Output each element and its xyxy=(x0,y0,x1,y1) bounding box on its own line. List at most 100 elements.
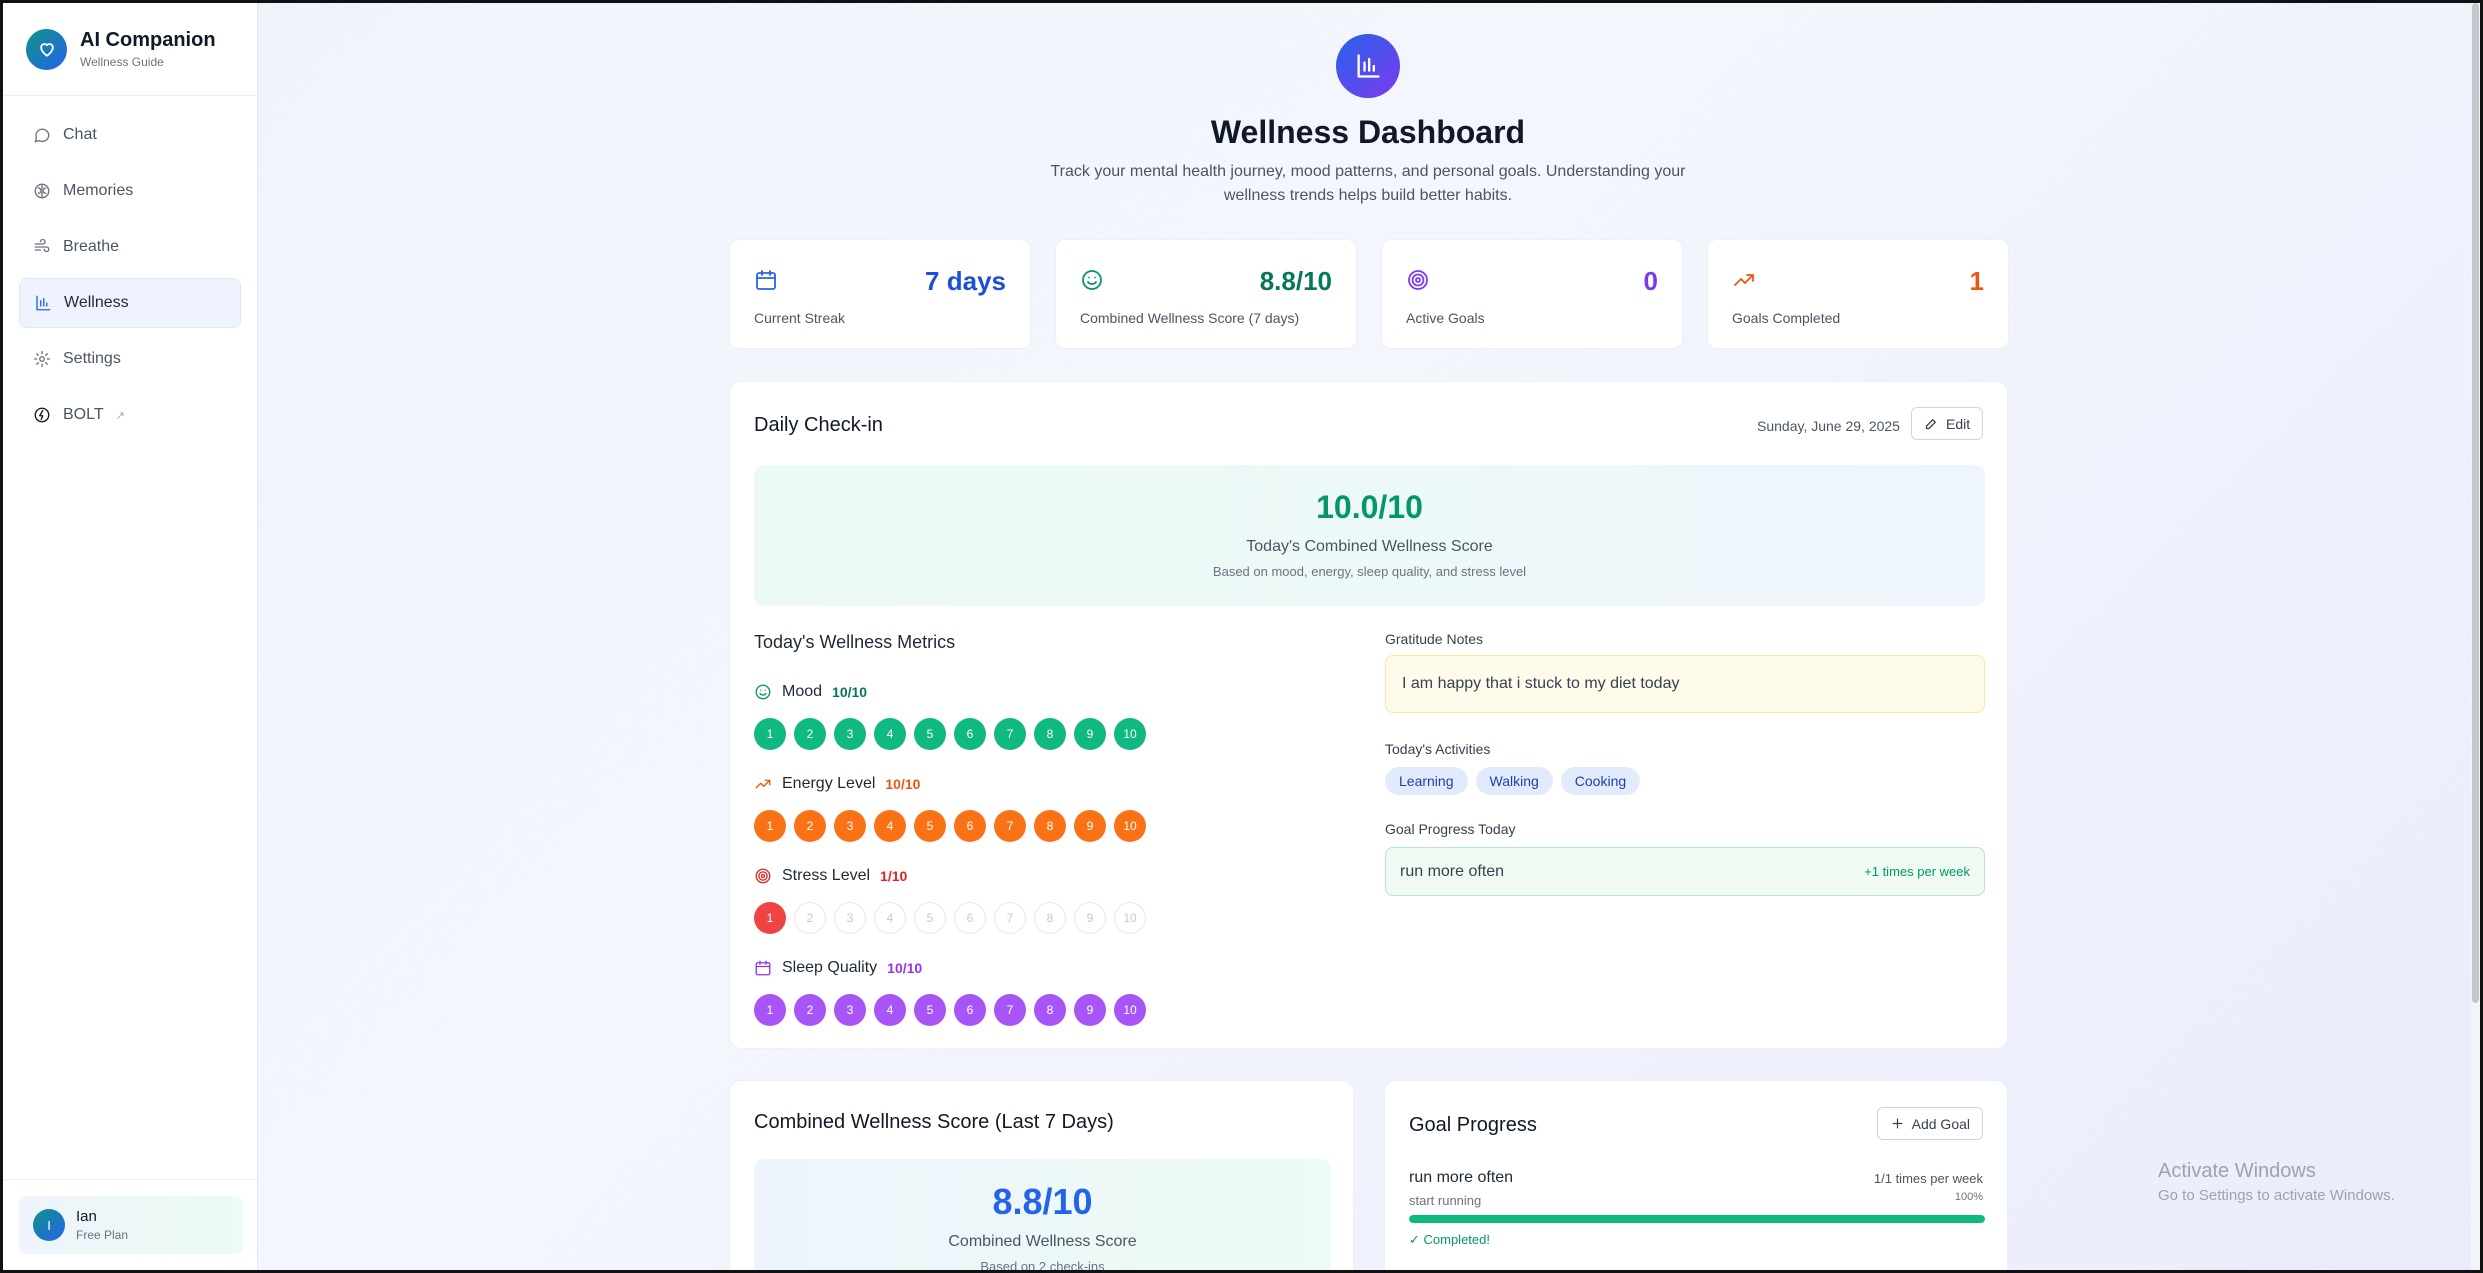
rating-dot[interactable]: 7 xyxy=(994,994,1026,1026)
goal-percent: 100% xyxy=(1954,1191,1983,1203)
rating-dot[interactable]: 4 xyxy=(874,902,906,934)
rating-dot[interactable]: 1 xyxy=(754,902,786,934)
rating-dot[interactable]: 4 xyxy=(874,810,906,842)
bar-chart-icon xyxy=(36,295,51,311)
daily-checkin-card: Daily Check-in Sunday, June 29, 2025 Edi… xyxy=(729,381,2008,1049)
sidebar-item-label: Settings xyxy=(63,350,121,367)
brand[interactable]: AI Companion Wellness Guide xyxy=(3,3,257,96)
rating-dot[interactable]: 2 xyxy=(794,810,826,842)
rating-dot[interactable]: 6 xyxy=(954,718,986,750)
wind-icon xyxy=(34,238,50,253)
rating-dot[interactable]: 3 xyxy=(834,810,866,842)
rating-dot[interactable]: 5 xyxy=(914,994,946,1026)
goal-progress-today-label: Goal Progress Today xyxy=(1385,821,1516,837)
rating-dot[interactable]: 10 xyxy=(1114,718,1146,750)
rating-dot[interactable]: 8 xyxy=(1034,902,1066,934)
edit-button[interactable]: Edit xyxy=(1911,407,1984,440)
smile-icon xyxy=(755,684,771,700)
rating-dot[interactable]: 10 xyxy=(1114,994,1146,1026)
goal-subtitle: start running xyxy=(1409,1193,1482,1208)
rating-dot[interactable]: 6 xyxy=(954,810,986,842)
rating-dot[interactable]: 5 xyxy=(914,810,946,842)
rating-dot[interactable]: 3 xyxy=(834,902,866,934)
rating-dot[interactable]: 3 xyxy=(834,718,866,750)
metric-energy: Energy Level 10/10 1 2 3 4 5 6 7 8 9 10 xyxy=(754,772,1174,842)
rating-dot[interactable]: 4 xyxy=(874,994,906,1026)
rating-scale: 1 2 3 4 5 6 7 8 9 10 xyxy=(754,810,1174,842)
rating-dot[interactable]: 6 xyxy=(954,902,986,934)
rating-dot[interactable]: 9 xyxy=(1074,994,1106,1026)
stat-card-wellness-score: 8.8/10 Combined Wellness Score (7 days) xyxy=(1055,239,1357,349)
goal-progress-bar xyxy=(1409,1215,1985,1223)
scrollbar-thumb[interactable] xyxy=(2472,3,2479,1003)
sidebar-item-label: BOLT xyxy=(63,406,104,423)
rating-dot[interactable]: 7 xyxy=(994,902,1026,934)
rating-dot[interactable]: 9 xyxy=(1074,902,1106,934)
rating-dot[interactable]: 7 xyxy=(994,718,1026,750)
goal-progress-today: run more often +1 times per week xyxy=(1385,847,1985,896)
rating-dot[interactable]: 5 xyxy=(914,718,946,750)
rating-dot[interactable]: 1 xyxy=(754,994,786,1026)
stat-card-active-goals: 0 Active Goals xyxy=(1381,239,1683,349)
stat-value: 0 xyxy=(1643,266,1658,296)
rating-scale: 1 2 3 4 5 6 7 8 9 10 xyxy=(754,994,1174,1026)
sidebar-item-memories[interactable]: Memories xyxy=(19,166,241,216)
rating-dot[interactable]: 6 xyxy=(954,994,986,1026)
rating-scale: 1 2 3 4 5 6 7 8 9 10 xyxy=(754,902,1174,934)
rating-dot[interactable]: 2 xyxy=(794,994,826,1026)
metric-value: 10/10 xyxy=(887,960,923,976)
calendar-icon xyxy=(755,960,771,976)
rating-dot[interactable]: 9 xyxy=(1074,718,1106,750)
page-title: Wellness Dashboard xyxy=(1210,114,1526,150)
rating-dot[interactable]: 2 xyxy=(794,718,826,750)
rating-dot[interactable]: 1 xyxy=(754,810,786,842)
activity-tag: Learning xyxy=(1385,767,1468,795)
stat-value: 8.8/10 xyxy=(1259,266,1332,296)
rating-dot[interactable]: 10 xyxy=(1114,902,1146,934)
target-icon xyxy=(1408,270,1428,290)
user-profile[interactable]: I Ian Free Plan xyxy=(19,1196,243,1254)
avatar: I xyxy=(33,1209,65,1241)
app-tagline: Wellness Guide xyxy=(80,55,164,69)
rating-dot[interactable]: 4 xyxy=(874,718,906,750)
rating-dot[interactable]: 9 xyxy=(1074,810,1106,842)
goal-increment: +1 times per week xyxy=(1864,864,1970,879)
watermark-line: Go to Settings to activate Windows. xyxy=(2158,1187,2395,1204)
app-name: AI Companion xyxy=(80,29,216,51)
activity-tag: Walking xyxy=(1475,767,1553,795)
stat-label: Active Goals xyxy=(1406,310,1485,326)
plus-icon xyxy=(1892,1118,1903,1129)
stat-card-streak: 7 days Current Streak xyxy=(729,239,1031,349)
goal-target: 1/1 times per week xyxy=(1873,1171,1983,1186)
sidebar-item-wellness[interactable]: Wellness xyxy=(19,278,241,328)
rating-dot[interactable]: 1 xyxy=(754,718,786,750)
edit-icon xyxy=(1925,419,1936,430)
combined-score-panel: 8.8/10 Combined Wellness Score Based on … xyxy=(754,1159,1331,1273)
stat-value: 7 days xyxy=(925,266,1006,296)
add-goal-button[interactable]: Add Goal xyxy=(1876,1107,1983,1140)
rating-dot[interactable]: 5 xyxy=(914,902,946,934)
stat-label: Combined Wellness Score (7 days) xyxy=(1080,310,1300,326)
rating-dot[interactable]: 10 xyxy=(1114,810,1146,842)
goal-name: run more often xyxy=(1400,862,1505,880)
sidebar-item-settings[interactable]: Settings xyxy=(19,334,241,384)
user-name: Ian xyxy=(76,1208,97,1225)
metric-name: Mood xyxy=(782,683,823,700)
rating-dot[interactable]: 7 xyxy=(994,810,1026,842)
sidebar-item-chat[interactable]: Chat xyxy=(19,110,241,160)
rating-dot[interactable]: 2 xyxy=(794,902,826,934)
combined-score-card: Combined Wellness Score (Last 7 Days) 8.… xyxy=(729,1080,1354,1273)
sidebar-item-breathe[interactable]: Breathe xyxy=(19,222,241,272)
rating-dot[interactable]: 8 xyxy=(1034,994,1066,1026)
sidebar-item-bolt[interactable]: BOLT ↗ xyxy=(19,390,241,440)
rating-dot[interactable]: 8 xyxy=(1034,718,1066,750)
metric-stress: Stress Level 1/10 1 2 3 4 5 6 7 8 9 10 xyxy=(754,864,1174,934)
today-score-label: Today's Combined Wellness Score xyxy=(1246,538,1493,555)
combined-score-label: Combined Wellness Score xyxy=(948,1233,1137,1250)
rating-dot[interactable]: 8 xyxy=(1034,810,1066,842)
stat-label: Current Streak xyxy=(754,310,846,326)
calendar-icon xyxy=(756,270,776,290)
combined-score: 8.8/10 xyxy=(992,1181,1093,1222)
rating-dot[interactable]: 3 xyxy=(834,994,866,1026)
today-score-panel: 10.0/10 Today's Combined Wellness Score … xyxy=(754,465,1985,606)
